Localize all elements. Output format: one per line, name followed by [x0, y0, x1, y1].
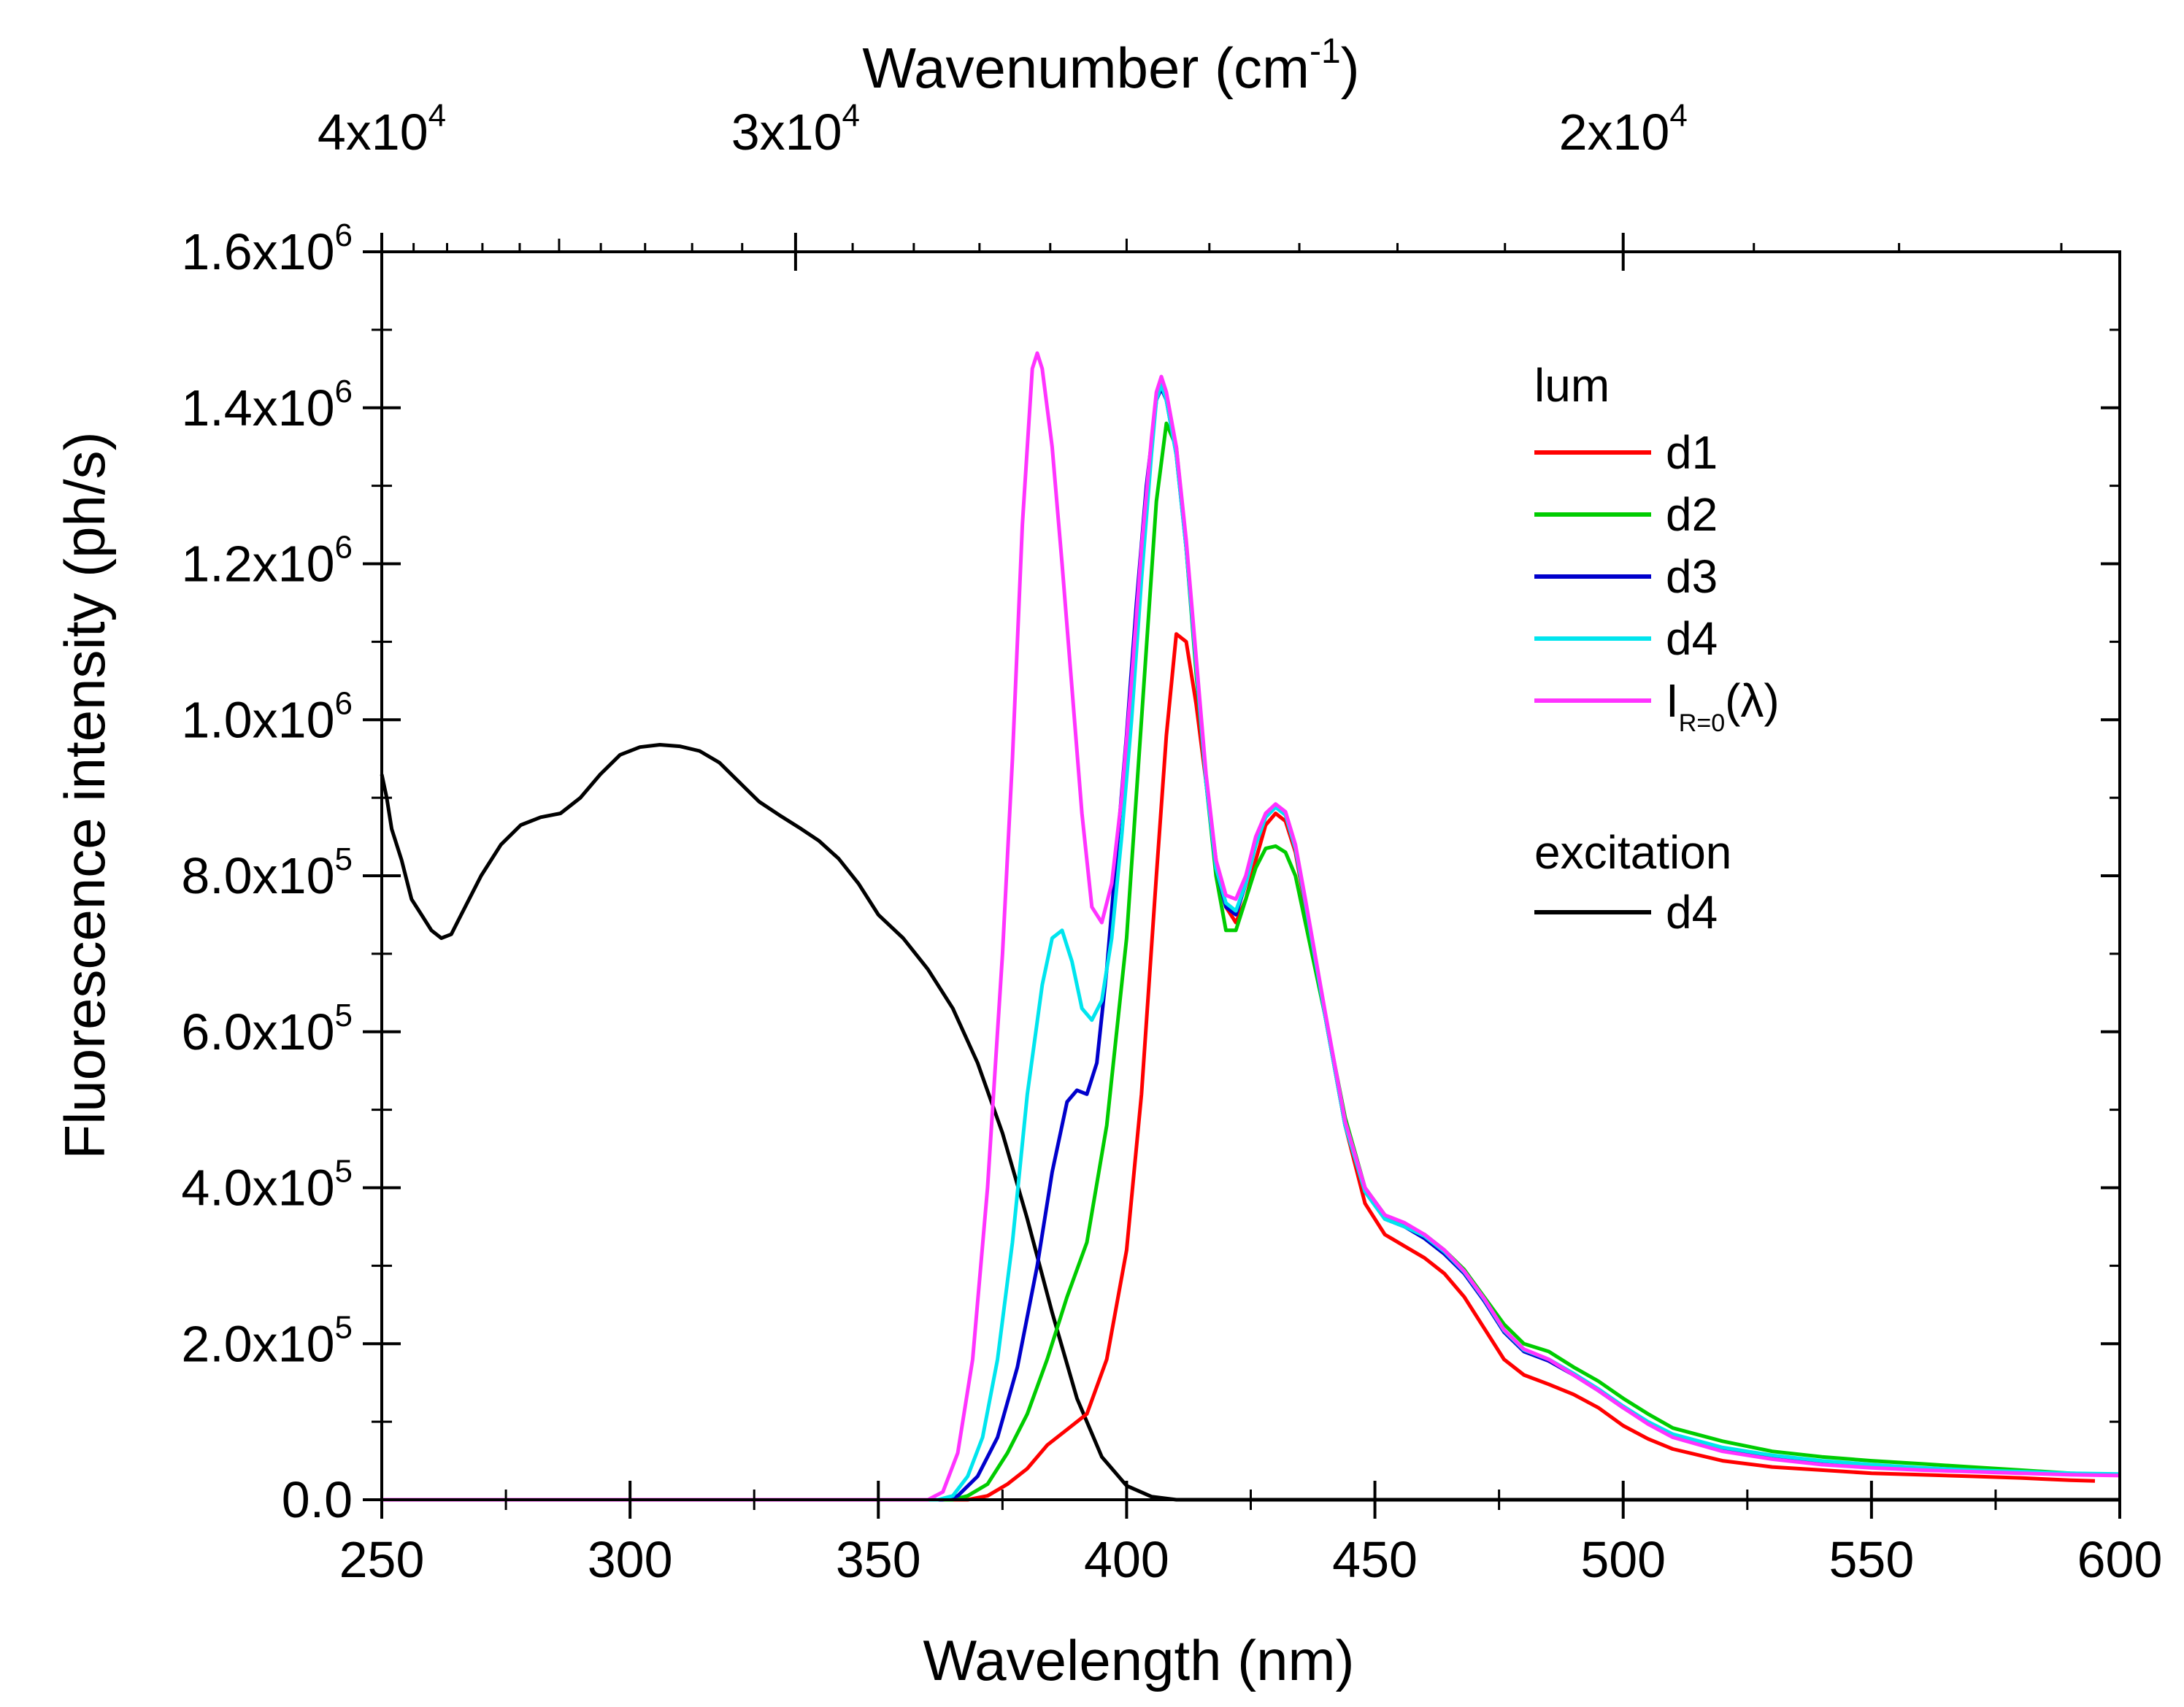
y-tick-label: 4.0x105	[181, 1154, 353, 1217]
top-tick-exponent: 4	[428, 98, 446, 134]
legend-label: d4	[1666, 886, 1718, 939]
series-line-ir0	[382, 351, 2120, 1502]
y-tick-label: 1.6x106	[181, 217, 353, 280]
x-axis-title: Wavelength (nm)	[923, 1628, 1355, 1692]
top-axis-ticks: 4x104 3x104 2x104	[318, 98, 2063, 271]
y-tick-mantissa: 6.0x10	[181, 1003, 334, 1060]
y-tick-exponent: 5	[335, 1154, 353, 1190]
top-tick-mantissa: 3x10	[731, 104, 842, 161]
y-tick-label: 1.0x106	[181, 685, 353, 748]
x-tick-label: 400	[1084, 1531, 1169, 1588]
y-tick-mantissa: 8.0x10	[181, 847, 334, 904]
legend-label-lambda: (λ)	[1725, 674, 1780, 727]
series-line-d2	[382, 421, 2120, 1502]
legend-label-text: d3	[1666, 550, 1718, 603]
y-tick-exponent: 5	[335, 1309, 353, 1345]
y-tick-mantissa: 1.6x10	[181, 223, 334, 280]
x-tick-label: 450	[1332, 1531, 1418, 1588]
legend-label: d4	[1666, 612, 1718, 665]
legend-label-i: I	[1666, 674, 1679, 727]
top-tick-label: 2x104	[1559, 98, 1688, 161]
y-tick-mantissa: 1.2x10	[181, 536, 334, 593]
x-tick-label: 300	[588, 1531, 673, 1588]
y-tick-mantissa: 1.4x10	[181, 379, 334, 436]
legend-group-title-lum: lum	[1534, 359, 1610, 412]
legend-label-text: d1	[1666, 426, 1718, 479]
legend-label: IR=0(λ)	[1666, 674, 1780, 737]
y-tick-label: 0.0	[282, 1471, 353, 1528]
x-tick-label: 350	[836, 1531, 921, 1588]
x-tick-label: 500	[1580, 1531, 1666, 1588]
top-tick-exponent: 4	[842, 98, 860, 134]
y-tick-label: 8.0x105	[181, 841, 353, 904]
legend-label: d2	[1666, 488, 1718, 541]
top-tick-label: 3x104	[731, 98, 860, 161]
y-tick-exponent: 5	[335, 998, 353, 1033]
top-tick-mantissa: 4x10	[318, 104, 428, 161]
y-tick-label: 1.4x106	[181, 374, 353, 436]
x-tick-label: 250	[339, 1531, 425, 1588]
x-tick-label: 600	[2077, 1531, 2163, 1588]
y-tick-mantissa: 1.0x10	[181, 691, 334, 748]
y-tick-exponent: 6	[335, 530, 353, 566]
y-axis-title: Fluorescence intensity (ph/s)	[53, 431, 117, 1159]
legend-label-subscript: R=0	[1679, 709, 1725, 737]
y-tick-mantissa: 0.0	[282, 1471, 353, 1528]
y-tick-label: 1.2x106	[181, 530, 353, 593]
top-tick-mantissa: 2x10	[1559, 104, 1670, 161]
top-tick-label: 4x104	[318, 98, 446, 161]
legend-label-text: d4	[1666, 612, 1718, 665]
legend-label-text: d2	[1666, 488, 1718, 541]
y-tick-label: 6.0x105	[181, 998, 353, 1060]
series-layer	[380, 351, 2120, 1502]
top-axis-title-base: Wavenumber (cm	[862, 36, 1310, 100]
y-tick-mantissa: 4.0x10	[181, 1160, 334, 1217]
y-tick-mantissa: 2.0x10	[181, 1315, 334, 1372]
legend-group-title-excitation: excitation	[1534, 826, 1731, 879]
top-tick-exponent: 4	[1669, 98, 1687, 134]
y-tick-exponent: 6	[335, 374, 353, 409]
y-tick-exponent: 6	[335, 217, 353, 253]
x-axis-ticks: 250 300 350 400 450 500 550 600	[339, 1481, 2163, 1588]
top-axis-title-end: )	[1341, 36, 1360, 100]
y-tick-exponent: 5	[335, 841, 353, 877]
top-axis-title-exp: -1	[1310, 32, 1341, 71]
series-line-excitation-d4	[380, 743, 2120, 1502]
x-tick-label: 550	[1829, 1531, 1914, 1588]
legend-label: d1	[1666, 426, 1718, 479]
y-axis-ticks: 0.02.0x1054.0x1056.0x1058.0x1051.0x1061.…	[181, 217, 2120, 1528]
legend-label: d3	[1666, 550, 1718, 603]
legend-label-text: d4	[1666, 886, 1718, 939]
y-tick-exponent: 6	[335, 685, 353, 721]
top-axis-title: Wavenumber (cm-1)	[862, 32, 1359, 100]
y-tick-label: 2.0x105	[181, 1309, 353, 1372]
